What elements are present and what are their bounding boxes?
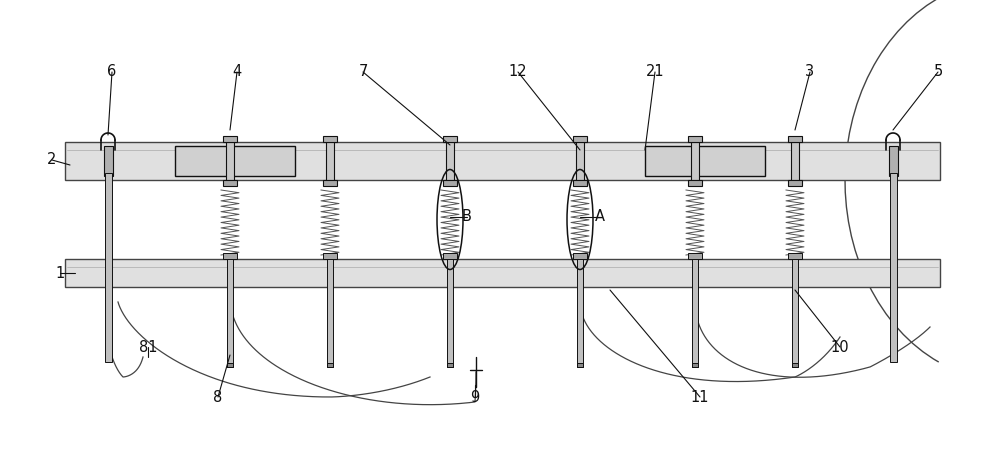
Bar <box>223 180 237 186</box>
Text: 10: 10 <box>831 339 849 354</box>
Text: B: B <box>462 210 472 225</box>
Bar <box>573 136 587 142</box>
Bar <box>227 363 233 367</box>
Bar <box>792 259 798 367</box>
Bar <box>65 259 940 287</box>
Bar <box>688 136 702 142</box>
Bar <box>692 259 698 367</box>
Text: 8: 8 <box>213 390 223 405</box>
Bar <box>223 136 237 142</box>
Text: 12: 12 <box>509 65 527 80</box>
Bar <box>227 259 233 367</box>
Text: 3: 3 <box>805 65 815 80</box>
Bar <box>223 253 237 259</box>
Bar <box>443 253 457 259</box>
Bar <box>446 142 454 180</box>
Text: 81: 81 <box>139 339 157 354</box>
Text: 1: 1 <box>55 266 65 280</box>
Bar <box>323 253 337 259</box>
Bar <box>327 363 333 367</box>
Bar <box>323 180 337 186</box>
Bar <box>104 146 113 176</box>
Text: 5: 5 <box>933 65 943 80</box>
Bar <box>175 146 295 176</box>
Bar <box>688 253 702 259</box>
Bar <box>576 142 584 180</box>
Bar <box>577 259 583 367</box>
Text: A: A <box>595 210 605 225</box>
Bar <box>443 136 457 142</box>
Bar <box>792 363 798 367</box>
Bar <box>889 146 898 176</box>
Bar <box>443 180 457 186</box>
Bar <box>326 142 334 180</box>
Text: 2: 2 <box>47 153 57 167</box>
Bar <box>573 253 587 259</box>
Bar <box>788 180 802 186</box>
Text: 11: 11 <box>691 390 709 405</box>
Text: 4: 4 <box>232 65 242 80</box>
Bar <box>226 142 234 180</box>
Bar <box>447 363 453 367</box>
Bar <box>105 173 112 362</box>
Bar <box>577 363 583 367</box>
Bar <box>788 136 802 142</box>
Bar <box>890 173 897 362</box>
Bar <box>447 259 453 367</box>
Bar <box>688 180 702 186</box>
Text: 21: 21 <box>646 65 664 80</box>
Bar <box>691 142 699 180</box>
Bar <box>65 142 940 180</box>
Bar <box>791 142 799 180</box>
Bar <box>327 259 333 367</box>
Bar <box>323 136 337 142</box>
Bar <box>573 180 587 186</box>
Bar <box>692 363 698 367</box>
Text: 9: 9 <box>470 390 480 405</box>
Bar <box>788 253 802 259</box>
Text: 6: 6 <box>107 65 117 80</box>
Bar <box>645 146 765 176</box>
Text: 7: 7 <box>358 65 368 80</box>
